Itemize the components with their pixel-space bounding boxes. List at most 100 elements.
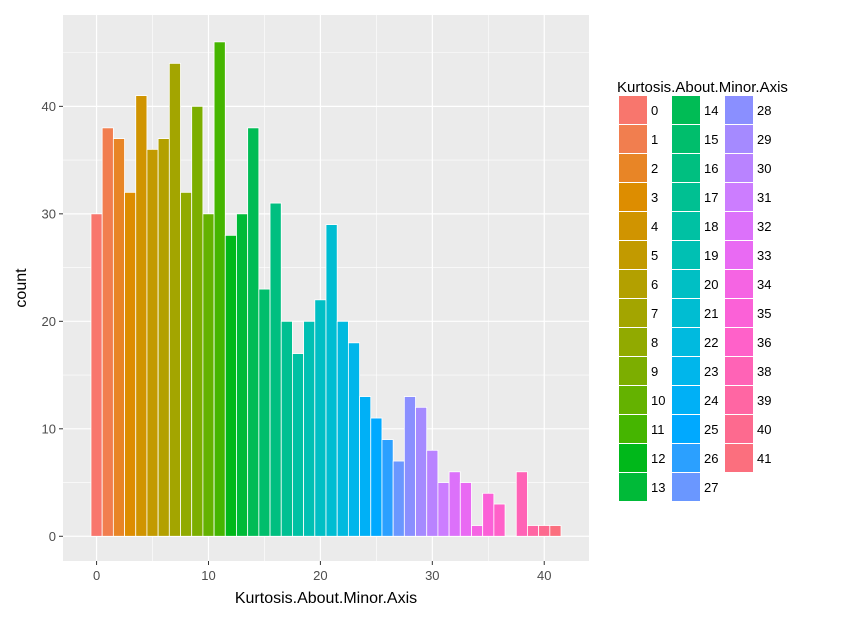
legend-key-19 <box>672 241 700 269</box>
legend-key-7 <box>619 299 647 327</box>
bar-12 <box>224 234 237 537</box>
bar-6 <box>157 138 170 537</box>
bar-19 <box>303 320 316 537</box>
bar-32 <box>448 471 461 537</box>
legend-key-21 <box>672 299 700 327</box>
legend-key-12 <box>619 444 647 472</box>
bar-39 <box>527 525 540 537</box>
legend-key-25 <box>672 415 700 443</box>
y-tick-label: 40 <box>42 99 56 114</box>
bar-14 <box>247 127 260 537</box>
legend-key-11 <box>619 415 647 443</box>
legend-label-13: 13 <box>651 480 665 495</box>
legend-key-6 <box>619 270 647 298</box>
x-tick-label: 20 <box>313 568 327 583</box>
legend-label-34: 34 <box>757 277 771 292</box>
bar-31 <box>437 482 450 537</box>
legend-label-32: 32 <box>757 219 771 234</box>
legend-label-29: 29 <box>757 132 771 147</box>
y-tick-label: 20 <box>42 314 56 329</box>
legend-label-8: 8 <box>651 335 658 350</box>
legend: Kurtosis.About.Minor.Axis 01234567891011… <box>617 79 788 501</box>
legend-label-26: 26 <box>704 451 718 466</box>
legend-key-2 <box>619 154 647 182</box>
legend-label-28: 28 <box>757 103 771 118</box>
legend-items: 0123456789101112131415161718192021222324… <box>619 96 771 501</box>
legend-label-5: 5 <box>651 248 658 263</box>
legend-key-29 <box>725 125 753 153</box>
x-tick-label: 40 <box>537 568 551 583</box>
bar-33 <box>459 482 472 537</box>
y-tick-label: 30 <box>42 206 56 221</box>
bar-0 <box>90 213 103 537</box>
bar-38 <box>515 471 528 537</box>
legend-label-31: 31 <box>757 190 771 205</box>
legend-key-27 <box>672 473 700 501</box>
legend-key-30 <box>725 154 753 182</box>
y-axis-ticks: 0 10 20 30 40 <box>42 99 63 544</box>
legend-key-18 <box>672 212 700 240</box>
legend-label-24: 24 <box>704 393 718 408</box>
legend-key-35 <box>725 299 753 327</box>
bar-18 <box>292 353 305 537</box>
legend-label-33: 33 <box>757 248 771 263</box>
bar-11 <box>213 41 226 537</box>
legend-label-7: 7 <box>651 306 658 321</box>
legend-label-19: 19 <box>704 248 718 263</box>
legend-label-2: 2 <box>651 161 658 176</box>
legend-label-21: 21 <box>704 306 718 321</box>
bar-3 <box>124 191 137 537</box>
legend-label-0: 0 <box>651 103 658 118</box>
legend-label-25: 25 <box>704 422 718 437</box>
legend-key-10 <box>619 386 647 414</box>
legend-key-22 <box>672 328 700 356</box>
legend-label-40: 40 <box>757 422 771 437</box>
legend-key-28 <box>725 96 753 124</box>
bar-5 <box>146 148 159 537</box>
legend-key-15 <box>672 125 700 153</box>
legend-label-12: 12 <box>651 451 665 466</box>
y-tick-label: 0 <box>49 529 56 544</box>
legend-label-38: 38 <box>757 364 771 379</box>
legend-key-4 <box>619 212 647 240</box>
bars <box>90 41 562 537</box>
legend-key-33 <box>725 241 753 269</box>
legend-label-36: 36 <box>757 335 771 350</box>
legend-label-30: 30 <box>757 161 771 176</box>
y-axis-title: count <box>13 268 30 308</box>
legend-label-11: 11 <box>651 422 665 437</box>
legend-key-24 <box>672 386 700 414</box>
legend-key-5 <box>619 241 647 269</box>
legend-label-10: 10 <box>651 393 665 408</box>
legend-key-32 <box>725 212 753 240</box>
legend-label-35: 35 <box>757 306 771 321</box>
legend-key-39 <box>725 386 753 414</box>
bar-41 <box>549 525 562 537</box>
bar-27 <box>392 460 405 537</box>
legend-label-15: 15 <box>704 132 718 147</box>
bar-2 <box>112 138 125 537</box>
bar-36 <box>493 503 506 537</box>
legend-label-14: 14 <box>704 103 718 118</box>
legend-label-17: 17 <box>704 190 718 205</box>
bar-35 <box>482 492 495 537</box>
legend-key-17 <box>672 183 700 211</box>
legend-label-6: 6 <box>651 277 658 292</box>
legend-key-20 <box>672 270 700 298</box>
legend-key-14 <box>672 96 700 124</box>
legend-key-16 <box>672 154 700 182</box>
bar-9 <box>191 105 204 537</box>
legend-label-1: 1 <box>651 132 658 147</box>
legend-key-26 <box>672 444 700 472</box>
legend-title: Kurtosis.About.Minor.Axis <box>617 79 788 96</box>
bar-4 <box>135 95 148 537</box>
legend-label-4: 4 <box>651 219 658 234</box>
bar-21 <box>325 224 338 537</box>
legend-label-41: 41 <box>757 451 771 466</box>
legend-key-3 <box>619 183 647 211</box>
legend-key-13 <box>619 473 647 501</box>
bar-28 <box>403 396 416 537</box>
x-tick-label: 30 <box>425 568 439 583</box>
legend-key-9 <box>619 357 647 385</box>
